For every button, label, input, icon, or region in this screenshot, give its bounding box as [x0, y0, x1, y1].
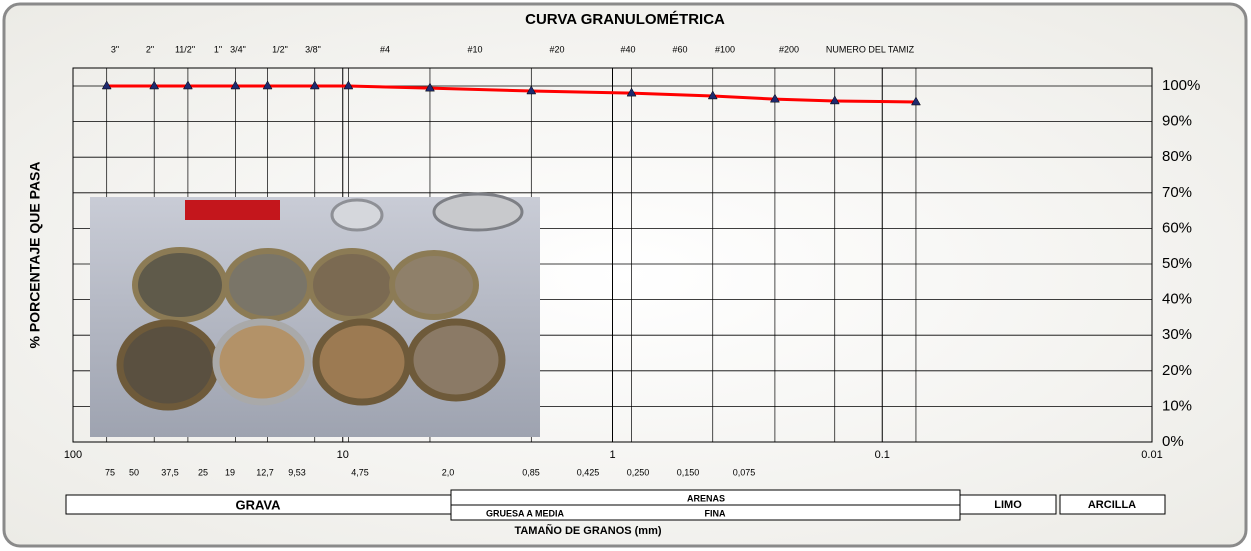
- size-label: 2,0: [442, 467, 455, 477]
- sieve-name: #100: [715, 44, 735, 54]
- chart-title: CURVA GRANULOMÉTRICA: [525, 11, 725, 28]
- y-tick-label: 20%: [1162, 362, 1192, 379]
- photo-sieve: [392, 253, 476, 317]
- sieve-name: 2": [146, 44, 154, 54]
- y-tick-label: 0%: [1162, 433, 1184, 450]
- class-label: GRUESA A MEDIA: [486, 508, 565, 518]
- size-label: 0,425: [577, 467, 600, 477]
- class-label: ARCILLA: [1088, 499, 1136, 511]
- size-label: 25: [198, 467, 208, 477]
- class-label: FINA: [705, 508, 726, 518]
- photo-bowl: [332, 200, 382, 230]
- y-tick-label: 40%: [1162, 291, 1192, 308]
- size-label: 75: [105, 467, 115, 477]
- x-tick-label: 1: [609, 449, 615, 461]
- size-label: 19: [225, 467, 235, 477]
- sieve-name: #40: [620, 44, 635, 54]
- class-label: GRAVA: [235, 497, 281, 512]
- size-label: 37,5: [161, 467, 179, 477]
- size-label: 12,7: [256, 467, 274, 477]
- y-tick-label: 30%: [1162, 326, 1192, 343]
- photo: [90, 194, 540, 437]
- photo-bowl: [434, 194, 522, 230]
- y-axis-label: % PORCENTAJE QUE PASA: [27, 162, 43, 349]
- sieve-name: #4: [380, 44, 390, 54]
- class-label: LIMO: [994, 499, 1022, 511]
- photo-sieve: [226, 251, 310, 319]
- y-tick-label: 70%: [1162, 184, 1192, 201]
- sieve-name: #10: [467, 44, 482, 54]
- x-tick-label: 0.01: [1141, 449, 1162, 461]
- sieve-name: 3/4": [230, 44, 246, 54]
- size-label: 0,85: [522, 467, 540, 477]
- photo-sieve: [310, 251, 394, 319]
- y-tick-label: 60%: [1162, 219, 1192, 236]
- x-tick-label: 100: [64, 449, 82, 461]
- sieve-name: 3": [111, 44, 119, 54]
- size-label: 0,150: [677, 467, 700, 477]
- photo-sieve: [410, 322, 502, 398]
- y-tick-label: 10%: [1162, 397, 1192, 414]
- y-tick-label: 100%: [1162, 77, 1200, 94]
- size-label: 50: [129, 467, 139, 477]
- sieve-name: 1": [214, 44, 222, 54]
- y-tick-label: 50%: [1162, 255, 1192, 272]
- size-label: 0,075: [733, 467, 756, 477]
- sieve-name: 11/2": [175, 44, 195, 54]
- chart: CURVA GRANULOMÉTRICA % PORCENTAJE QUE PA…: [0, 0, 1251, 551]
- sieve-label: NUMERO DEL TAMIZ: [826, 44, 915, 54]
- sieve-name: #20: [549, 44, 564, 54]
- photo-sieve: [316, 322, 408, 402]
- x-tick-label: 0.1: [875, 449, 890, 461]
- size-label: 4,75: [351, 467, 369, 477]
- sieve-name: #60: [672, 44, 687, 54]
- y-tick-label: 90%: [1162, 113, 1192, 130]
- sieve-name: 3/8": [305, 44, 321, 54]
- size-label: 0,250: [627, 467, 650, 477]
- photo-sieve: [216, 322, 308, 402]
- photo-sieve: [120, 323, 216, 407]
- size-label: 9,53: [288, 467, 306, 477]
- x-axis-label: TAMAÑO DE GRANOS (mm): [514, 524, 661, 537]
- sieve-name: 1/2": [272, 44, 288, 54]
- class-label: ARENAS: [687, 493, 725, 503]
- photo-sieve: [135, 250, 225, 320]
- photo-cloth: [185, 200, 280, 220]
- sieve-name: #200: [779, 44, 799, 54]
- x-tick-label: 10: [337, 449, 349, 461]
- y-tick-label: 80%: [1162, 148, 1192, 165]
